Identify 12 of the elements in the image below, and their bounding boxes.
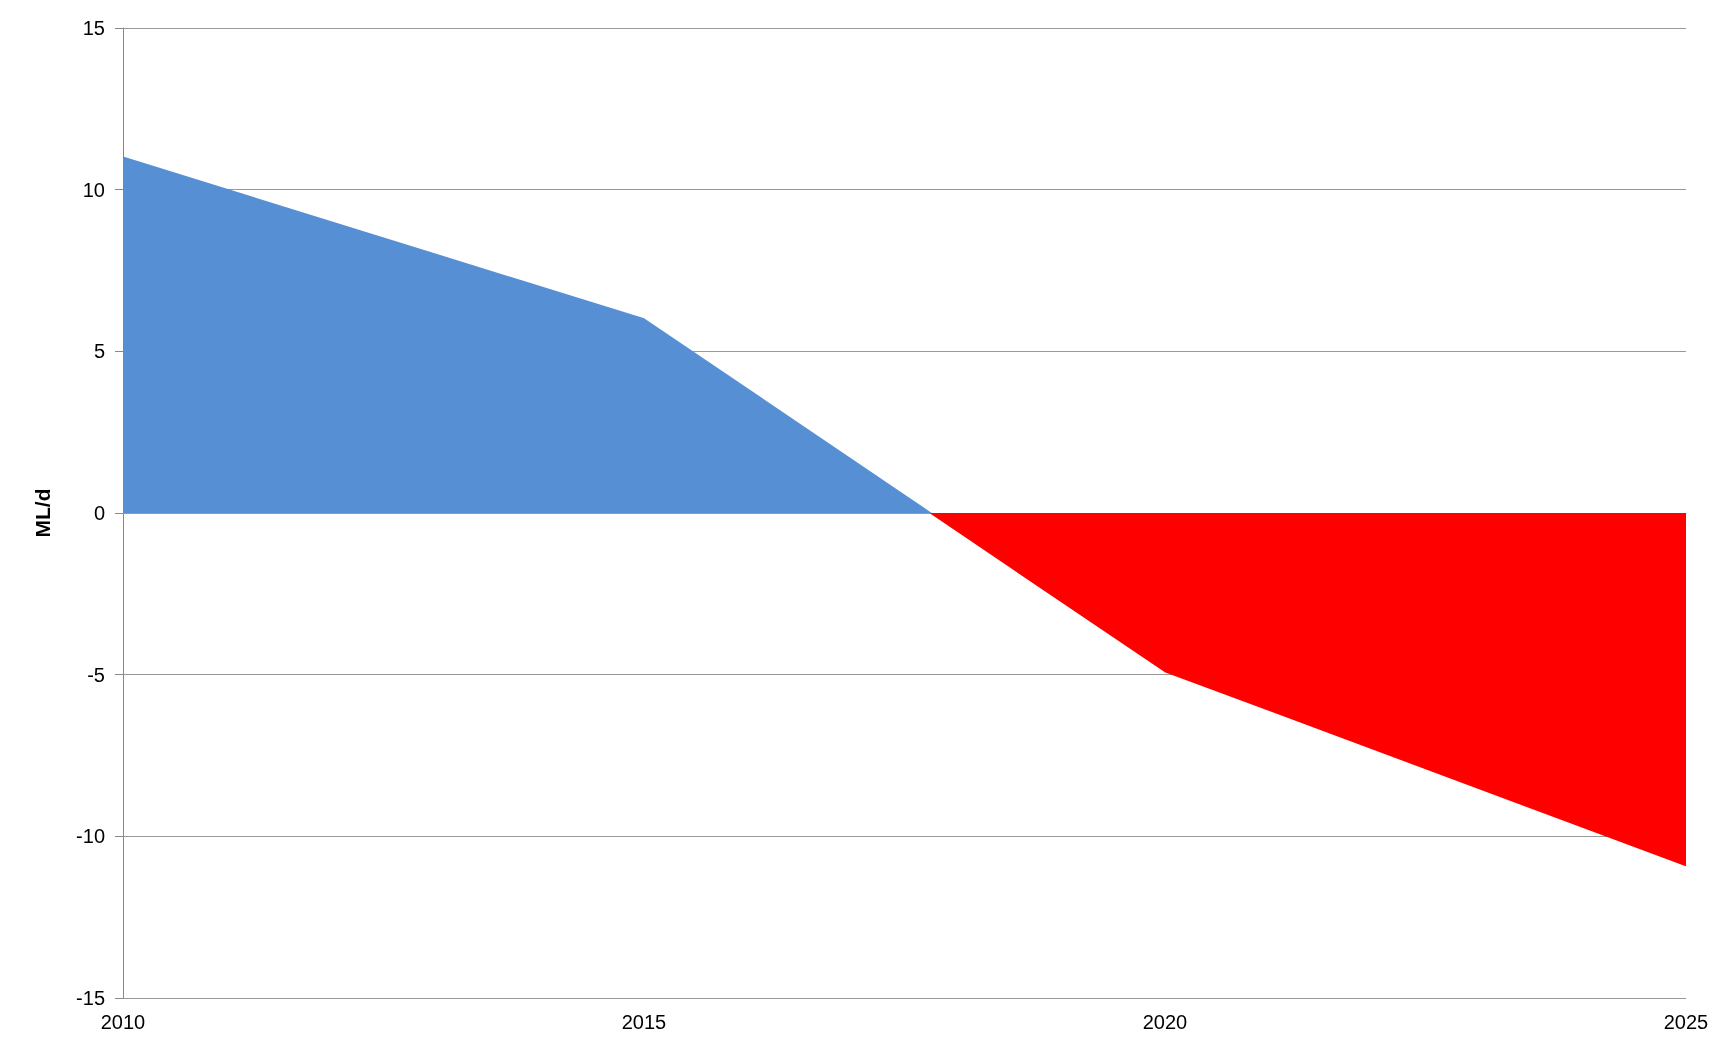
y-tick-label: -15	[76, 987, 105, 1009]
y-axis-title: ML/d	[31, 488, 54, 538]
y-tick-label: -10	[76, 825, 105, 848]
y-tick-label: 5	[93, 340, 105, 363]
y-tick-label: 10	[82, 178, 105, 201]
x-tick-label: 2020	[1142, 1011, 1188, 1033]
y-tick-label: 15	[82, 17, 105, 39]
x-tick-label: 2015	[621, 1011, 667, 1033]
x-tick-label: 2010	[100, 1011, 146, 1033]
x-tick-label: 2025	[1663, 1011, 1709, 1033]
y-tick-label: 0	[93, 502, 105, 524]
y-tick-label: -5	[87, 663, 105, 686]
